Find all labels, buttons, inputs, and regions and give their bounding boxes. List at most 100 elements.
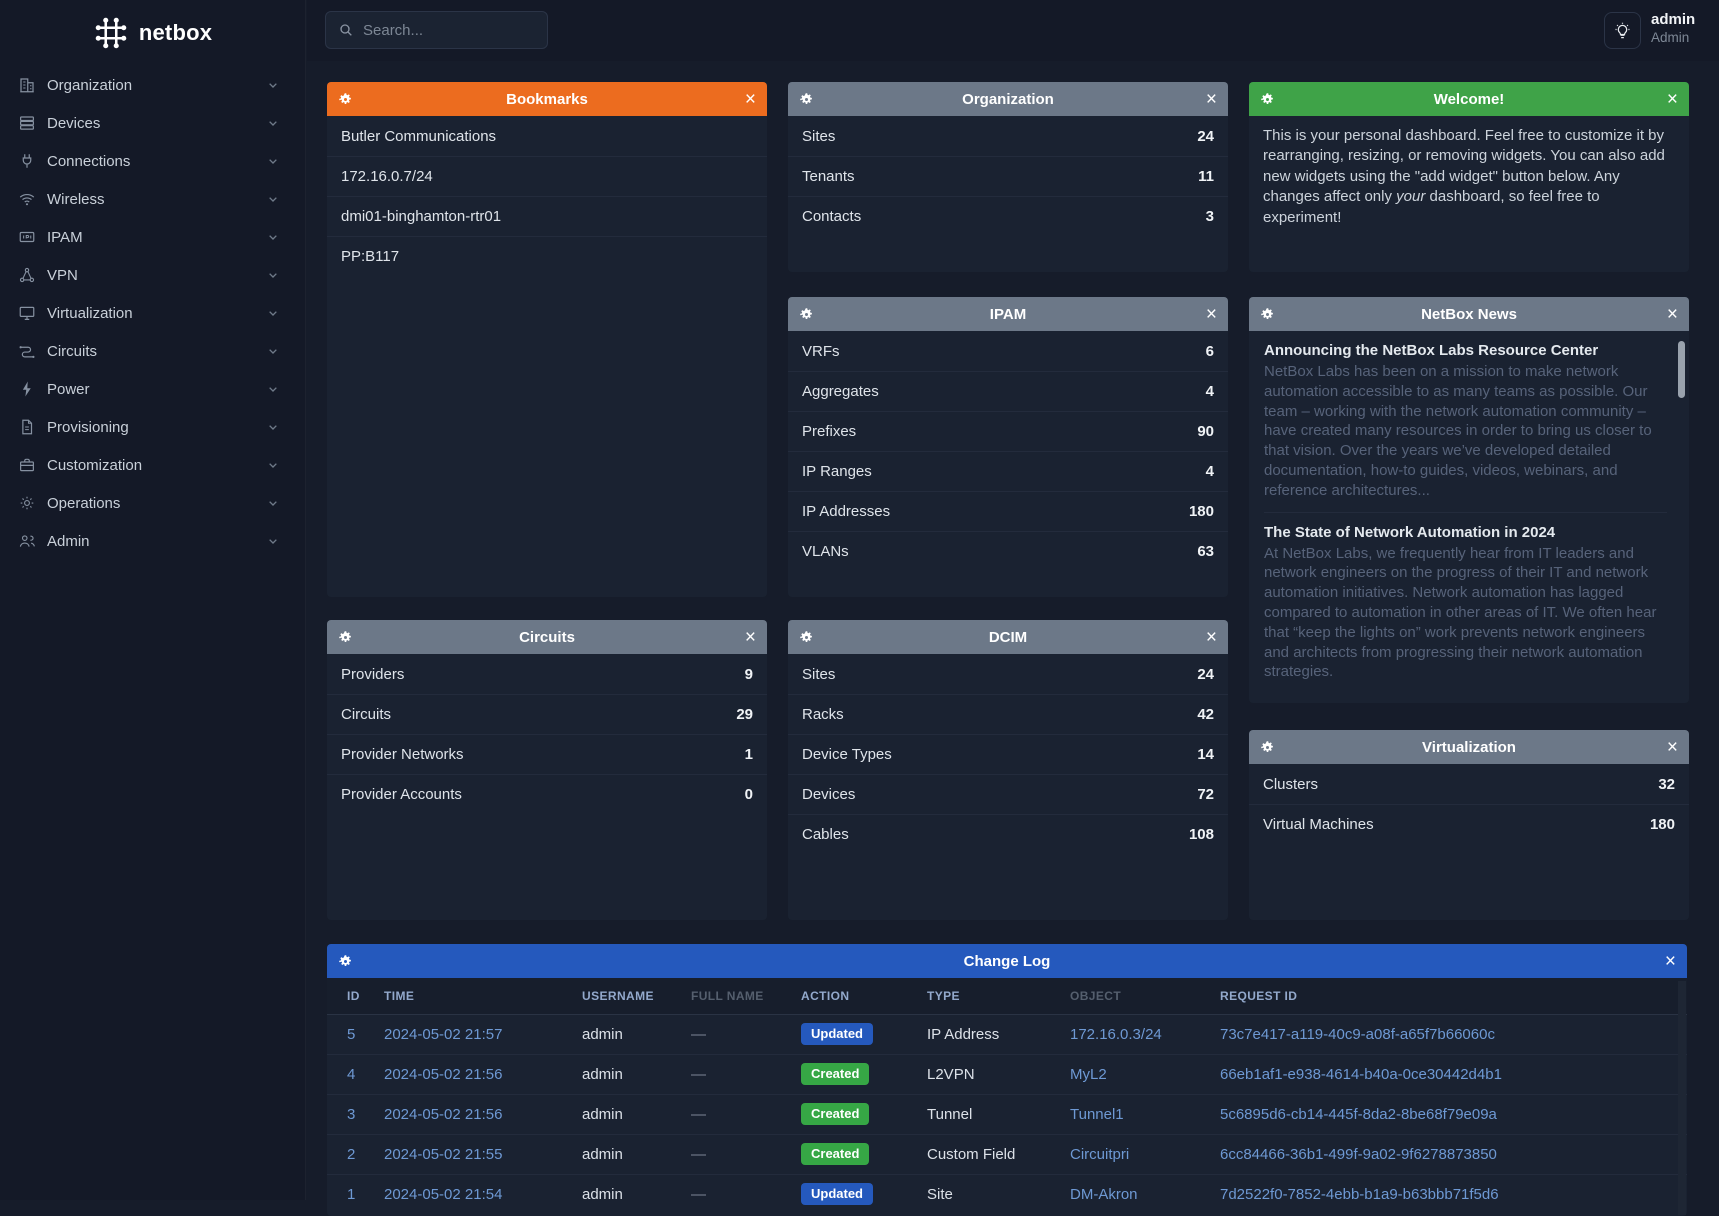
column-header[interactable]: ACTION	[801, 988, 850, 1003]
column-header[interactable]: TIME	[384, 988, 415, 1003]
sidebar-item[interactable]: IPAM	[0, 218, 305, 256]
stat-row[interactable]: Providers 9	[327, 654, 767, 694]
sidebar-item[interactable]: Operations	[0, 484, 305, 522]
changelog-time-link[interactable]: 2024-05-02 21:56	[384, 1065, 503, 1083]
changelog-request-id-link[interactable]: 7d2522f0-7852-4ebb-b1a9-b63bbb71f5d6	[1220, 1185, 1499, 1203]
changelog-id-link[interactable]: 2	[347, 1145, 356, 1163]
stat-row[interactable]: Prefixes 90	[788, 411, 1228, 451]
sidebar-nav: Organization Devices Connections Wireles…	[0, 66, 305, 560]
bookmark-item[interactable]: PP:B117	[327, 236, 767, 276]
stat-label: Racks	[802, 706, 844, 723]
widget-config-icon[interactable]	[338, 954, 364, 969]
news-headline[interactable]: The State of Network Automation in 2024	[1264, 523, 1556, 541]
changelog-time-link[interactable]: 2024-05-02 21:56	[384, 1105, 503, 1123]
stat-value: 180	[1649, 816, 1675, 833]
stat-row[interactable]: Virtual Machines 180	[1249, 804, 1689, 844]
user-menu[interactable]: admin Admin	[1651, 11, 1695, 47]
sidebar-item[interactable]: Organization	[0, 66, 305, 104]
news-scrollbar[interactable]	[1678, 341, 1685, 398]
widget-config-icon[interactable]	[799, 630, 825, 645]
search-box[interactable]	[325, 11, 548, 49]
changelog-time-link[interactable]: 2024-05-02 21:57	[384, 1025, 503, 1043]
changelog-object-link[interactable]: Tunnel1	[1070, 1105, 1124, 1123]
bookmark-item[interactable]: Butler Communications	[341, 127, 497, 145]
sidebar-item[interactable]: Provisioning	[0, 408, 305, 446]
widget-config-icon[interactable]	[338, 92, 364, 107]
widget-config-icon[interactable]	[1260, 307, 1286, 322]
stat-row[interactable]: Cables 108	[788, 814, 1228, 854]
changelog-id-link[interactable]: 4	[347, 1065, 356, 1083]
stat-row[interactable]: Circuits 29	[327, 694, 767, 734]
changelog-time-link[interactable]: 2024-05-02 21:54	[384, 1185, 503, 1203]
changelog-request-id-link[interactable]: 6cc84466-36b1-499f-9a02-9f6278873850	[1220, 1145, 1497, 1163]
stat-row[interactable]: Clusters 32	[1249, 764, 1689, 804]
changelog-object-link[interactable]: MyL2	[1070, 1065, 1107, 1083]
changelog-request-id-link[interactable]: 73c7e417-a119-40c9-a08f-a65f7b66060c	[1220, 1025, 1495, 1043]
widget-close-icon[interactable]: ×	[1666, 736, 1678, 758]
widget-config-icon[interactable]	[1260, 740, 1286, 755]
widget-close-icon[interactable]: ×	[1666, 303, 1678, 325]
stat-row[interactable]: VLANs 63	[788, 531, 1228, 571]
sidebar-item[interactable]: Wireless	[0, 180, 305, 218]
stat-row[interactable]: Aggregates 4	[788, 371, 1228, 411]
changelog-request-id-link[interactable]: 5c6895d6-cb14-445f-8da2-8be68f79e09a	[1220, 1105, 1497, 1123]
news-headline[interactable]: Announcing the NetBox Labs Resource Cent…	[1264, 342, 1599, 359]
sidebar-item[interactable]: Customization	[0, 446, 305, 484]
sidebar-item[interactable]: VPN	[0, 256, 305, 294]
bookmark-item[interactable]: 172.16.0.7/24	[327, 156, 767, 196]
stat-row[interactable]: IP Ranges 4	[788, 451, 1228, 491]
column-header[interactable]: OBJECT	[1070, 988, 1122, 1003]
stat-value: 42	[1197, 706, 1214, 723]
stat-label: Providers	[341, 665, 405, 683]
stat-row[interactable]: Sites 24	[788, 116, 1228, 156]
widget-close-icon[interactable]: ×	[1666, 88, 1678, 110]
column-header[interactable]: TYPE	[927, 988, 960, 1003]
bookmark-item[interactable]: dmi01-binghamton-rtr01	[327, 196, 767, 236]
stat-row[interactable]: Tenants 11	[788, 156, 1228, 196]
sidebar-item[interactable]: Circuits	[0, 332, 305, 370]
sidebar-item-label: Connections	[47, 152, 131, 170]
widget-config-icon[interactable]	[1260, 92, 1286, 107]
column-header[interactable]: FULL NAME	[691, 988, 764, 1003]
stat-row[interactable]: Devices 72	[788, 774, 1228, 814]
stat-row[interactable]: Provider Accounts 0	[327, 774, 767, 814]
widget-close-icon[interactable]: ×	[1205, 303, 1217, 325]
changelog-object-link[interactable]: 172.16.0.3/24	[1070, 1025, 1162, 1043]
column-header[interactable]: REQUEST ID	[1220, 988, 1298, 1003]
stat-row[interactable]: Sites 24	[788, 654, 1228, 694]
changelog-id-link[interactable]: 1	[347, 1185, 356, 1203]
changelog-id-link[interactable]: 5	[347, 1025, 356, 1043]
sidebar-item[interactable]: Power	[0, 370, 305, 408]
changelog-id-link[interactable]: 3	[347, 1105, 356, 1123]
sidebar-item[interactable]: Devices	[0, 104, 305, 142]
widget-close-icon[interactable]: ×	[1664, 950, 1676, 972]
sidebar-item[interactable]: Virtualization	[0, 294, 305, 332]
column-header[interactable]: ID	[347, 988, 360, 1003]
changelog-object-link[interactable]: DM-Akron	[1070, 1185, 1138, 1203]
widget-close-icon[interactable]: ×	[744, 88, 756, 110]
sidebar-item[interactable]: Admin	[0, 522, 305, 560]
stat-row[interactable]: Device Types 14	[788, 734, 1228, 774]
widget-config-icon[interactable]	[799, 307, 825, 322]
changelog-scrollbar-track[interactable]	[1678, 981, 1686, 1215]
widget-close-icon[interactable]: ×	[1205, 88, 1217, 110]
changelog-request-id-link[interactable]: 66eb1af1-e938-4614-b40a-0ce30442d4b1	[1220, 1065, 1502, 1083]
stat-row[interactable]: VRFs 6	[788, 331, 1228, 371]
stat-row[interactable]: Racks 42	[788, 694, 1228, 734]
stat-row[interactable]: Contacts 3	[788, 196, 1228, 236]
stat-row[interactable]: IP Addresses 180	[788, 491, 1228, 531]
changelog-object-link[interactable]: Circuitpri	[1070, 1145, 1130, 1163]
theme-toggle-button[interactable]	[1604, 12, 1641, 49]
changelog-time-link[interactable]: 2024-05-02 21:55	[384, 1145, 503, 1163]
stat-row[interactable]: Provider Networks 1	[327, 734, 767, 774]
widget-config-icon[interactable]	[338, 630, 364, 645]
column-header[interactable]: USERNAME	[582, 988, 654, 1003]
search-input[interactable]	[363, 21, 523, 39]
widget-close-icon[interactable]: ×	[744, 626, 756, 648]
widget-config-icon[interactable]	[799, 92, 825, 107]
sidebar-item[interactable]: Connections	[0, 142, 305, 180]
stat-label: VRFs	[802, 342, 840, 360]
netbox-logo[interactable]: netbox	[0, 0, 305, 52]
stat-label: Device Types	[802, 746, 892, 763]
widget-close-icon[interactable]: ×	[1205, 626, 1217, 648]
